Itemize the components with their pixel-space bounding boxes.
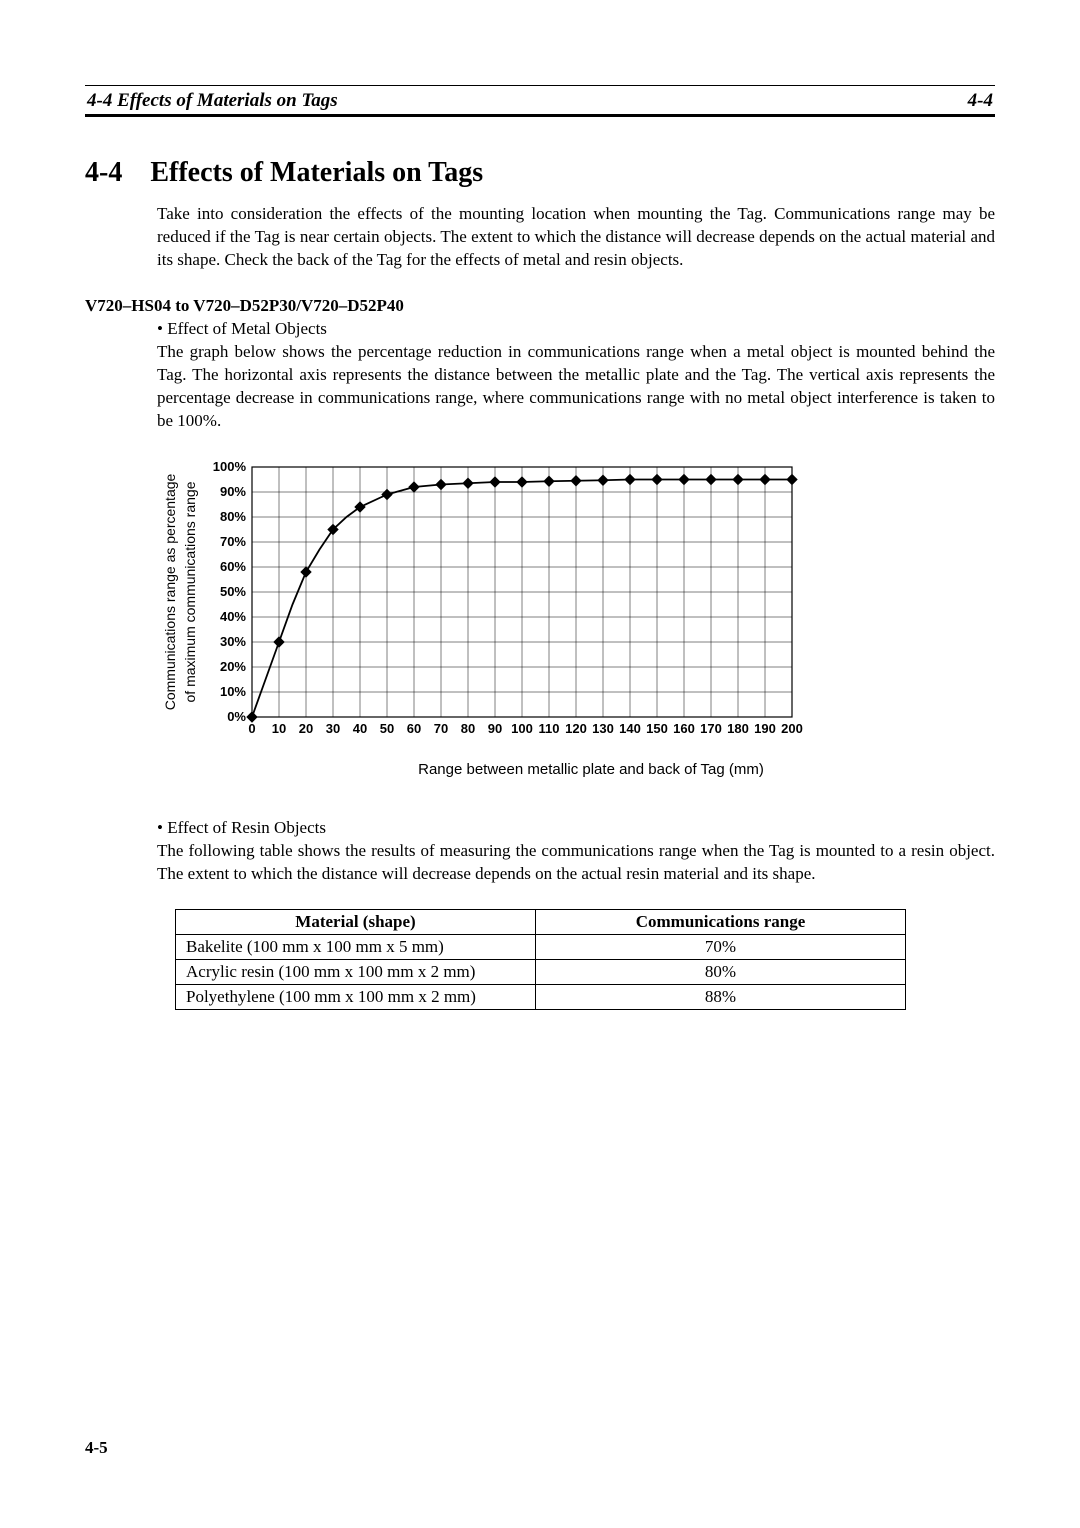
svg-text:80%: 80% xyxy=(220,509,246,524)
svg-text:20: 20 xyxy=(299,721,313,736)
model-subheading: V720–HS04 to V720–D52P30/V720–D52P40 xyxy=(85,296,995,316)
header-right: 4-4 xyxy=(968,90,993,112)
table-col-material: Material (shape) xyxy=(176,910,536,935)
svg-text:80: 80 xyxy=(461,721,475,736)
svg-text:180: 180 xyxy=(727,721,749,736)
table-cell-material: Bakelite (100 mm x 100 mm x 5 mm) xyxy=(176,935,536,960)
svg-text:100: 100 xyxy=(511,721,533,736)
svg-text:30: 30 xyxy=(326,721,340,736)
svg-text:150: 150 xyxy=(646,721,668,736)
table-header-row: Material (shape) Communications range xyxy=(176,910,906,935)
svg-text:110: 110 xyxy=(539,721,560,736)
metal-chart: 0 10 20 30 40 50 60 70 80 90 100 110 120 130 140 150 160… xyxy=(157,457,995,778)
svg-text:10: 10 xyxy=(272,721,286,736)
svg-text:20%: 20% xyxy=(220,659,246,674)
chart-xlabel: Range between metallic plate and back of… xyxy=(187,761,995,778)
svg-text:200: 200 xyxy=(781,721,803,736)
svg-text:170: 170 xyxy=(700,721,722,736)
svg-text:160: 160 xyxy=(673,721,695,736)
table-row: Bakelite (100 mm x 100 mm x 5 mm)70% xyxy=(176,935,906,960)
svg-text:70%: 70% xyxy=(220,534,246,549)
page-number: 4-5 xyxy=(85,1438,108,1458)
svg-text:0%: 0% xyxy=(227,709,246,724)
resin-paragraph: The following table shows the results of… xyxy=(157,840,995,886)
svg-text:120: 120 xyxy=(565,721,587,736)
svg-text:of maximum communications rang: of maximum communications range xyxy=(182,481,198,702)
intro-paragraph: Take into consideration the effects of t… xyxy=(157,203,995,272)
table-cell-material: Polyethylene (100 mm x 100 mm x 2 mm) xyxy=(176,985,536,1010)
svg-text:140: 140 xyxy=(619,721,641,736)
page-header: 4-4 Effects of Materials on Tags 4-4 xyxy=(85,86,995,114)
table-cell-range: 80% xyxy=(536,960,906,985)
svg-text:60: 60 xyxy=(407,721,421,736)
svg-text:90: 90 xyxy=(488,721,502,736)
table-row: Polyethylene (100 mm x 100 mm x 2 mm)88% xyxy=(176,985,906,1010)
section-number: 4-4 xyxy=(85,157,122,189)
header-left: 4-4 Effects of Materials on Tags xyxy=(87,90,338,112)
svg-text:130: 130 xyxy=(592,721,614,736)
table-cell-range: 88% xyxy=(536,985,906,1010)
table-cell-material: Acrylic resin (100 mm x 100 mm x 2 mm) xyxy=(176,960,536,985)
svg-text:100%: 100% xyxy=(213,459,247,474)
svg-text:50%: 50% xyxy=(220,584,246,599)
svg-text:50: 50 xyxy=(380,721,394,736)
header-rule-thick xyxy=(85,114,995,117)
svg-text:0: 0 xyxy=(248,721,255,736)
section-title: Effects of Materials on Tags xyxy=(150,157,483,189)
svg-text:40%: 40% xyxy=(220,609,246,624)
table-col-range: Communications range xyxy=(536,910,906,935)
svg-text:90%: 90% xyxy=(220,484,246,499)
svg-text:190: 190 xyxy=(754,721,776,736)
metal-bullet: Effect of Metal Objects xyxy=(157,319,995,339)
metal-paragraph: The graph below shows the percentage red… xyxy=(157,341,995,433)
section-heading: 4-4 Effects of Materials on Tags xyxy=(85,157,995,189)
svg-text:Communications range as percen: Communications range as percentage xyxy=(162,473,178,710)
svg-text:70: 70 xyxy=(434,721,448,736)
svg-text:30%: 30% xyxy=(220,634,246,649)
resin-bullet: Effect of Resin Objects xyxy=(157,818,995,838)
table-cell-range: 70% xyxy=(536,935,906,960)
table-row: Acrylic resin (100 mm x 100 mm x 2 mm)80… xyxy=(176,960,906,985)
chart-svg: 0 10 20 30 40 50 60 70 80 90 100 110 120 130 140 150 160… xyxy=(157,457,817,747)
resin-table: Material (shape) Communications range Ba… xyxy=(175,909,906,1010)
svg-text:60%: 60% xyxy=(220,559,246,574)
svg-text:40: 40 xyxy=(353,721,367,736)
svg-text:10%: 10% xyxy=(220,684,246,699)
